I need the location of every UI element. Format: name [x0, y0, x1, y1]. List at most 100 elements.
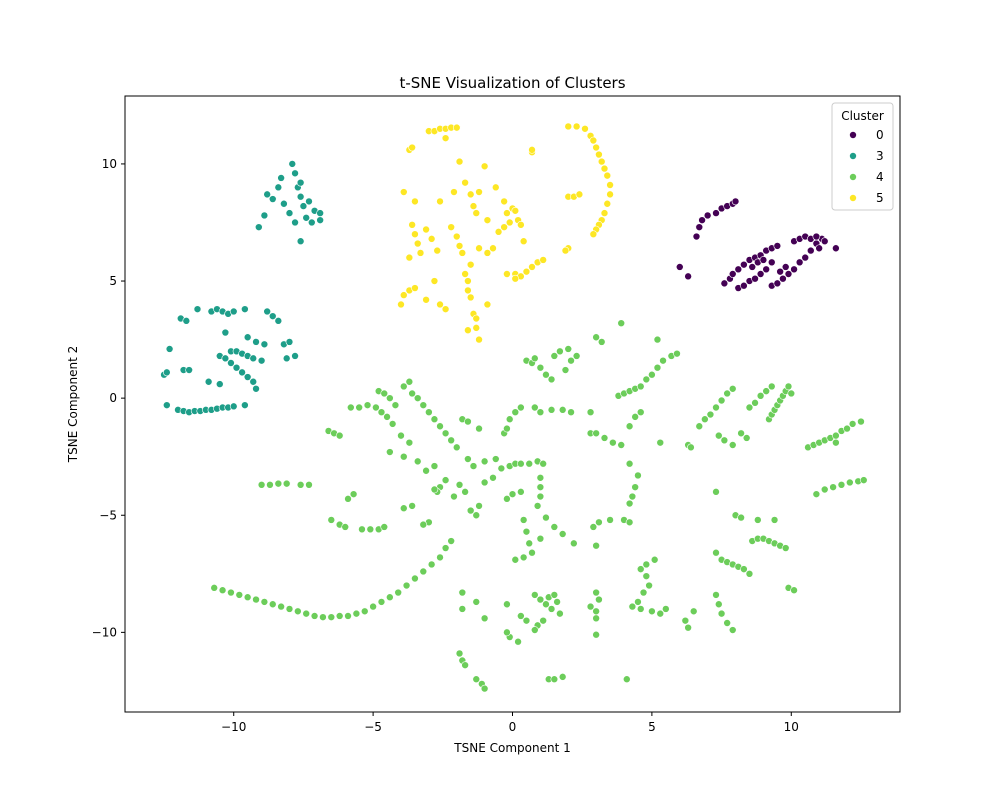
data-point-cluster-5: [475, 244, 483, 253]
data-point-cluster-5: [572, 122, 581, 131]
data-point-cluster-4: [517, 403, 525, 412]
data-point-cluster-0: [740, 260, 748, 269]
data-point-cluster-5: [600, 164, 609, 173]
data-point-cluster-4: [751, 399, 759, 407]
data-point-cluster-5: [441, 134, 450, 142]
data-point-cluster-4: [714, 600, 723, 609]
data-point-cluster-5: [422, 225, 430, 234]
data-point-cluster-4: [717, 396, 726, 405]
data-point-cluster-3: [255, 223, 263, 231]
data-point-cluster-4: [530, 626, 539, 634]
data-point-cluster-5: [436, 300, 444, 309]
data-point-cluster-4: [609, 438, 617, 447]
data-point-cluster-4: [754, 516, 762, 524]
data-point-cluster-4: [648, 607, 656, 616]
data-point-cluster-5: [452, 123, 461, 132]
data-point-cluster-5: [447, 223, 455, 231]
data-point-cluster-4: [684, 623, 692, 632]
data-point-cluster-4: [455, 649, 464, 658]
data-point-cluster-4: [302, 609, 311, 618]
data-point-cluster-5: [500, 223, 508, 231]
data-point-cluster-4: [600, 434, 609, 442]
data-point-cluster-4: [408, 502, 416, 510]
data-point-cluster-3: [274, 183, 283, 192]
data-point-cluster-4: [717, 609, 726, 618]
legend-box: [831, 102, 894, 211]
data-point-cluster-0: [720, 279, 729, 288]
data-point-cluster-5: [528, 263, 536, 271]
data-point-cluster-4: [712, 403, 720, 412]
data-point-cluster-4: [402, 581, 411, 590]
data-point-cluster-4: [455, 481, 464, 489]
data-point-cluster-4: [561, 366, 570, 374]
data-point-cluster-4: [260, 598, 269, 606]
data-point-cluster-3: [229, 402, 238, 411]
data-point-cluster-4: [436, 553, 444, 562]
data-point-cluster-3: [241, 305, 249, 313]
data-point-cluster-3: [288, 160, 297, 168]
data-point-cluster-5: [430, 277, 439, 285]
data-point-cluster-5: [475, 335, 483, 344]
data-point-cluster-4: [625, 499, 634, 508]
data-point-cluster-5: [539, 256, 547, 264]
data-point-cluster-4: [592, 630, 600, 639]
data-point-cluster-4: [408, 389, 416, 398]
data-point-cluster-4: [712, 548, 720, 557]
data-point-cluster-4: [723, 389, 731, 398]
data-point-cluster-4: [517, 612, 525, 620]
data-point-cluster-5: [427, 235, 436, 243]
data-point-cluster-4: [450, 492, 458, 501]
data-point-cluster-5: [411, 230, 419, 238]
data-point-cluster-4: [411, 574, 419, 583]
data-point-cluster-5: [436, 197, 444, 206]
data-point-cluster-4: [503, 600, 511, 609]
data-point-cluster-3: [252, 384, 260, 393]
data-point-cluster-0: [712, 209, 720, 217]
data-point-cluster-0: [806, 246, 815, 255]
y-tick-label: −10: [92, 625, 117, 639]
data-point-cluster-5: [469, 202, 478, 210]
data-point-cluster-4: [745, 570, 754, 578]
data-point-cluster-5: [464, 277, 472, 285]
data-point-cluster-4: [829, 483, 837, 491]
data-point-cluster-3: [316, 209, 324, 217]
data-point-cluster-4: [358, 525, 366, 534]
data-point-cluster-4: [556, 347, 564, 356]
data-point-cluster-4: [282, 479, 291, 488]
points-layer: [160, 122, 868, 693]
data-point-cluster-0: [773, 279, 782, 288]
data-point-cluster-4: [622, 675, 631, 684]
data-point-cluster-4: [728, 626, 737, 634]
data-point-cluster-4: [436, 422, 444, 431]
data-point-cluster-4: [447, 537, 455, 545]
data-point-cluster-3: [268, 312, 277, 320]
legend-title: Cluster: [841, 109, 884, 123]
data-point-cluster-3: [193, 305, 202, 313]
data-point-cluster-5: [450, 188, 458, 196]
data-point-cluster-0: [695, 223, 704, 231]
data-point-cluster-4: [659, 356, 667, 365]
data-point-cluster-3: [268, 195, 277, 203]
data-point-cluster-5: [466, 260, 475, 269]
data-point-cluster-4: [536, 492, 545, 501]
data-point-cluster-4: [391, 401, 400, 409]
data-point-cluster-3: [243, 373, 252, 381]
data-point-cluster-4: [472, 675, 481, 684]
legend-marker-cluster-0: [849, 131, 857, 139]
data-point-cluster-3: [204, 377, 213, 386]
data-point-cluster-4: [419, 520, 428, 529]
data-point-cluster-5: [455, 242, 464, 250]
data-point-cluster-0: [767, 258, 776, 267]
data-point-cluster-4: [386, 394, 394, 402]
data-point-cluster-4: [355, 403, 363, 412]
data-point-cluster-0: [751, 274, 759, 283]
data-point-cluster-4: [634, 598, 642, 606]
data-point-cluster-4: [530, 591, 539, 599]
data-point-cluster-4: [737, 429, 745, 438]
data-point-cluster-5: [606, 181, 614, 189]
data-point-cluster-4: [673, 349, 681, 358]
data-point-cluster-4: [413, 457, 422, 466]
data-point-cluster-4: [837, 481, 846, 489]
data-point-cluster-5: [522, 267, 531, 276]
